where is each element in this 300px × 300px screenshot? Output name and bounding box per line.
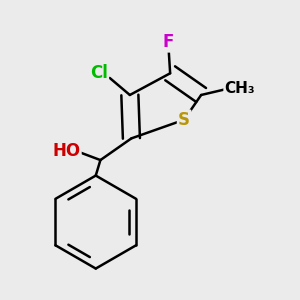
Text: S: S — [178, 111, 190, 129]
Text: Cl: Cl — [90, 64, 108, 82]
Text: F: F — [163, 33, 174, 51]
Text: HO: HO — [52, 142, 80, 160]
Text: CH₃: CH₃ — [225, 81, 255, 96]
